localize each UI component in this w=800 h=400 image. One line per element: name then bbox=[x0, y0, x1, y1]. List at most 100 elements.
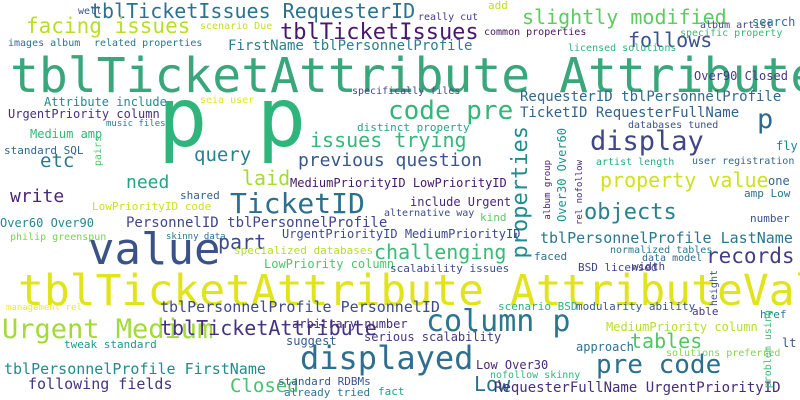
word-normalized-tables: normalized tables bbox=[610, 245, 713, 256]
word-data-model: data model bbox=[642, 253, 703, 264]
word-attribute-include: Attribute include bbox=[44, 95, 167, 109]
word-kind: kind bbox=[480, 211, 507, 224]
word-slightly-modified: slightly modified bbox=[522, 5, 727, 29]
word-modularity-ability: modularity ability bbox=[576, 300, 696, 313]
word-over30-over60: Over30 Over60 bbox=[555, 128, 569, 222]
word-already-tried: already tried bbox=[284, 386, 371, 399]
word-ticketid-requesterfullname: TicketID RequesterFullName bbox=[520, 105, 740, 121]
word-able: able bbox=[692, 305, 719, 318]
word-pairs: pairs bbox=[93, 136, 104, 167]
word-specific-property: specific property bbox=[680, 28, 783, 39]
word-display: display bbox=[590, 126, 704, 157]
word-tblticketissues-requesterid: tblTicketIssues RequesterID bbox=[90, 0, 416, 23]
word-album-artist: album artist bbox=[700, 20, 773, 31]
word-specifically-files: specifically files bbox=[352, 86, 461, 97]
word-urgentpriorityid-mediumpriorityid: UrgentPriorityID MediumPriorityID bbox=[282, 227, 521, 241]
word-include-urgent: include Urgent bbox=[410, 195, 512, 209]
word-management-rel: management rel bbox=[6, 303, 82, 313]
word-one: one bbox=[768, 174, 790, 188]
word-serious-scalability: serious scalability bbox=[364, 330, 502, 344]
word-standard-sql: standard SQL bbox=[4, 144, 84, 157]
word-suggest: suggest bbox=[286, 334, 337, 348]
word-rel-nofollow: rel nofollow bbox=[575, 160, 585, 226]
word-nofollow-skinny: nofollow skinny bbox=[490, 370, 581, 381]
word-lowpriority-column: LowPriority column bbox=[264, 257, 395, 271]
word-objects: objects bbox=[584, 200, 677, 225]
word-issues-trying: issues trying bbox=[310, 128, 467, 152]
word-follows: follows bbox=[628, 28, 713, 52]
word-fact: fact bbox=[378, 385, 405, 398]
word-requesterid-tblpersonnelprofile: RequesterID tblPersonnelProfile bbox=[520, 89, 782, 105]
word-problem-using: problem using bbox=[763, 310, 774, 389]
word-skinny-data: skinny data bbox=[166, 232, 226, 242]
word-challenging: challenging bbox=[374, 240, 507, 264]
word-laid: laid bbox=[242, 166, 291, 190]
word-specialized-databases: specialized databases bbox=[234, 244, 374, 257]
word-tblpersonnelprofile-lastname: tblPersonnelProfile LastName bbox=[540, 229, 793, 247]
word-tables: tables bbox=[630, 329, 703, 353]
word-property-value: property value bbox=[600, 168, 769, 192]
word-mediumpriority-column: MediumPriority column bbox=[606, 320, 758, 334]
word-p-small: p bbox=[757, 104, 774, 135]
word-pre-code: pre code bbox=[596, 350, 722, 380]
word-bsd-licensed: BSD licensed bbox=[578, 261, 658, 274]
word-height: height bbox=[709, 270, 720, 307]
word-scenario-due: scenario Due bbox=[200, 21, 273, 32]
word-lt: lt bbox=[782, 336, 797, 350]
word-urgentpriority-column: UrgentPriority column bbox=[8, 107, 160, 121]
word-tblpersonnelprofile-firstname: tblPersonnelProfile FirstName bbox=[4, 360, 266, 378]
word-number: number bbox=[750, 212, 790, 225]
word-alternative-way: alternative way bbox=[384, 208, 475, 219]
word-following-fields: following fields bbox=[28, 375, 173, 393]
word-licensed-solutions: licensed solutions bbox=[568, 43, 677, 54]
word-tblticketattribute-attribute: tblTicketAttribute Attribute bbox=[10, 48, 800, 104]
word-mediumpriorityid-lowpriorityid: MediumPriorityID LowPriorityID bbox=[290, 176, 507, 190]
word-philip-greenspun: philip greenspun bbox=[10, 232, 107, 243]
word-firstname-tblpersonnelprofile: FirstName tblPersonnelProfile bbox=[228, 38, 473, 54]
word-personnelid-tblpersonnelprofile: PersonnelID tblPersonnelProfile bbox=[126, 215, 388, 231]
word-search: search bbox=[752, 15, 796, 29]
word-amp-low: amp Low bbox=[744, 187, 791, 200]
word-facing-issues: facing issues bbox=[26, 14, 191, 38]
word-well: well bbox=[78, 6, 103, 17]
word-href: href bbox=[760, 308, 787, 321]
word-standard-rdbms: standard RDBMs bbox=[278, 375, 371, 388]
word-over90-closed: Over90 Closed bbox=[694, 69, 788, 83]
word-artist-length: artist length bbox=[596, 157, 675, 168]
word-records: records bbox=[706, 244, 795, 268]
word-query: query bbox=[194, 144, 252, 166]
word-shared: shared bbox=[180, 189, 220, 202]
word-low-over30: Low Over30 bbox=[476, 358, 549, 372]
word-scalability-issues: scalability issues bbox=[390, 262, 510, 275]
word-part: part bbox=[218, 230, 267, 254]
word-value: value bbox=[88, 224, 221, 275]
word-ticketid: TicketID bbox=[230, 187, 365, 220]
word-databases-tuned: databases tuned bbox=[628, 120, 719, 131]
word-faced: faced bbox=[534, 250, 568, 263]
word-really-cut: really cut bbox=[418, 12, 479, 23]
word-tblpersonnelprofile-personnelid: tblPersonnelProfile PersonnelID bbox=[160, 298, 440, 316]
word-scenario-bsd: scenario BSD bbox=[498, 300, 578, 313]
word-column-p: column p bbox=[426, 304, 571, 339]
word-previous-question: previous question bbox=[298, 150, 483, 171]
word-approach: approach bbox=[576, 340, 634, 354]
word-tweak-standard: tweak standard bbox=[64, 338, 157, 351]
word-requesterfullname-urgentpriorityid: RequesterFullName UrgentPriorityID bbox=[494, 380, 781, 396]
word-tblticketattribute: tblTicketAttribute bbox=[160, 316, 377, 340]
word-width: width bbox=[632, 260, 666, 273]
word-related-properties: related properties bbox=[94, 38, 203, 49]
word-arbitrary-number: arbitrary number bbox=[292, 317, 408, 331]
word-tblticketissues: tblTicketIssues bbox=[280, 20, 479, 45]
word-distinct-property: distinct property bbox=[357, 121, 470, 134]
word-tblticketattribute-attributevalue: tblTicketAttribute AttributeValue bbox=[18, 266, 800, 316]
word-closed: Closed bbox=[230, 375, 299, 397]
word-displayed: displayed bbox=[300, 339, 474, 377]
word-medium-amp: Medium amp bbox=[30, 127, 103, 141]
word-fly: fly bbox=[776, 139, 798, 153]
word-low: Low bbox=[474, 372, 511, 396]
word-seia-user: seia user bbox=[200, 95, 255, 106]
word-p-p: p p bbox=[158, 71, 307, 166]
word-write: write bbox=[10, 186, 65, 207]
word-urgent-medium: Urgent Medium bbox=[2, 314, 214, 345]
